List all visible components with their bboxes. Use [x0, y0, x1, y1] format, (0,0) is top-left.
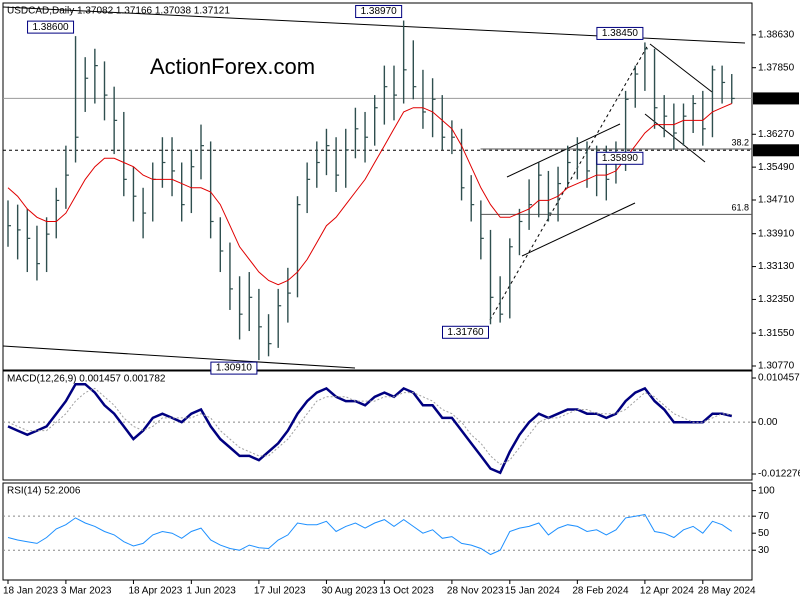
callout-box: [442, 325, 489, 339]
price-marker-box: [753, 144, 799, 157]
y-tick-label: 1.36270: [758, 129, 795, 140]
line: [7, 513, 733, 556]
callout-label: 1.30910: [216, 363, 253, 374]
y-tick-label: 1.38630: [758, 29, 795, 40]
y-tick-label: 1.31550: [758, 328, 795, 339]
x-tick-label: 15 Jan 2024: [505, 586, 560, 597]
x-tick-label: 13 Oct 2023: [379, 586, 434, 597]
y-tick-label: 1.33130: [758, 261, 795, 272]
y-tick-label: 0.010457: [758, 373, 800, 384]
x-tick-label: 3 Mar 2023: [61, 586, 112, 597]
y-tick-label: 1.32350: [758, 294, 795, 305]
chart-title: USDCAD,Daily 1.37082 1.37166 1.37038 1.3…: [7, 6, 230, 17]
callout-box: [27, 20, 75, 34]
callout-label: 1.38600: [32, 22, 69, 33]
y-tick-label: 100: [758, 485, 775, 496]
fib-label: 61.8: [731, 203, 749, 213]
x-tick-label: 12 Apr 2024: [640, 586, 694, 597]
callout-label: 1.38970: [361, 6, 398, 17]
macd-panel: [2, 370, 753, 481]
y-tick-label: 50: [758, 528, 770, 539]
fib-label: 38.2: [731, 137, 749, 147]
callout-box: [210, 361, 258, 375]
x-tick-label: 18 Apr 2023: [128, 586, 182, 597]
y-tick-label: 1.35490: [758, 162, 795, 173]
x-tick-label: 28 Nov 2023: [447, 586, 504, 597]
y-tick-label: 1.33910: [758, 228, 795, 239]
callout-label: 1.35890: [602, 153, 639, 164]
y-tick-label: 30: [758, 545, 770, 556]
y-tick-label: -0.012276: [758, 469, 800, 480]
rsi-panel: [2, 482, 753, 581]
wedge-line: [649, 43, 713, 93]
y-tick-label: 1.37850: [758, 62, 795, 73]
main-panel: [2, 2, 753, 371]
callout-label: 1.38450: [602, 28, 639, 39]
y-tick-label: 70: [758, 511, 770, 522]
callout-box: [355, 5, 403, 19]
price-marker-label: 1.35890: [758, 145, 795, 156]
x-tick-label: 28 May 2024: [698, 586, 756, 597]
callout-label: 1.31760: [447, 327, 484, 338]
line: [7, 103, 732, 286]
macd-title: MACD(12,26,9) 0.001457 0.001782: [7, 374, 166, 385]
line: [7, 387, 732, 465]
x-tick-label: 30 Aug 2023: [321, 586, 378, 597]
price-marker-label: 1.37121: [758, 93, 795, 104]
callout-box: [596, 26, 644, 40]
x-tick-label: 28 Feb 2024: [572, 586, 629, 597]
price-marker-box: [753, 92, 799, 105]
watermark: ActionForex.com: [150, 54, 315, 79]
y-tick-label: 1.34710: [758, 195, 795, 206]
rsi-title: RSI(14) 52.2006: [7, 486, 81, 497]
x-tick-label: 1 Jun 2023: [186, 586, 236, 597]
trend-line: [489, 44, 649, 321]
y-tick-label: 1.30770: [758, 361, 795, 372]
x-tick-label: 18 Jan 2023: [3, 586, 58, 597]
trend-line: [2, 345, 356, 369]
callout-box: [596, 151, 644, 165]
x-tick-label: 17 Jul 2023: [254, 586, 306, 597]
y-tick-label: 0.00: [758, 417, 778, 428]
channel-line: [521, 202, 636, 257]
